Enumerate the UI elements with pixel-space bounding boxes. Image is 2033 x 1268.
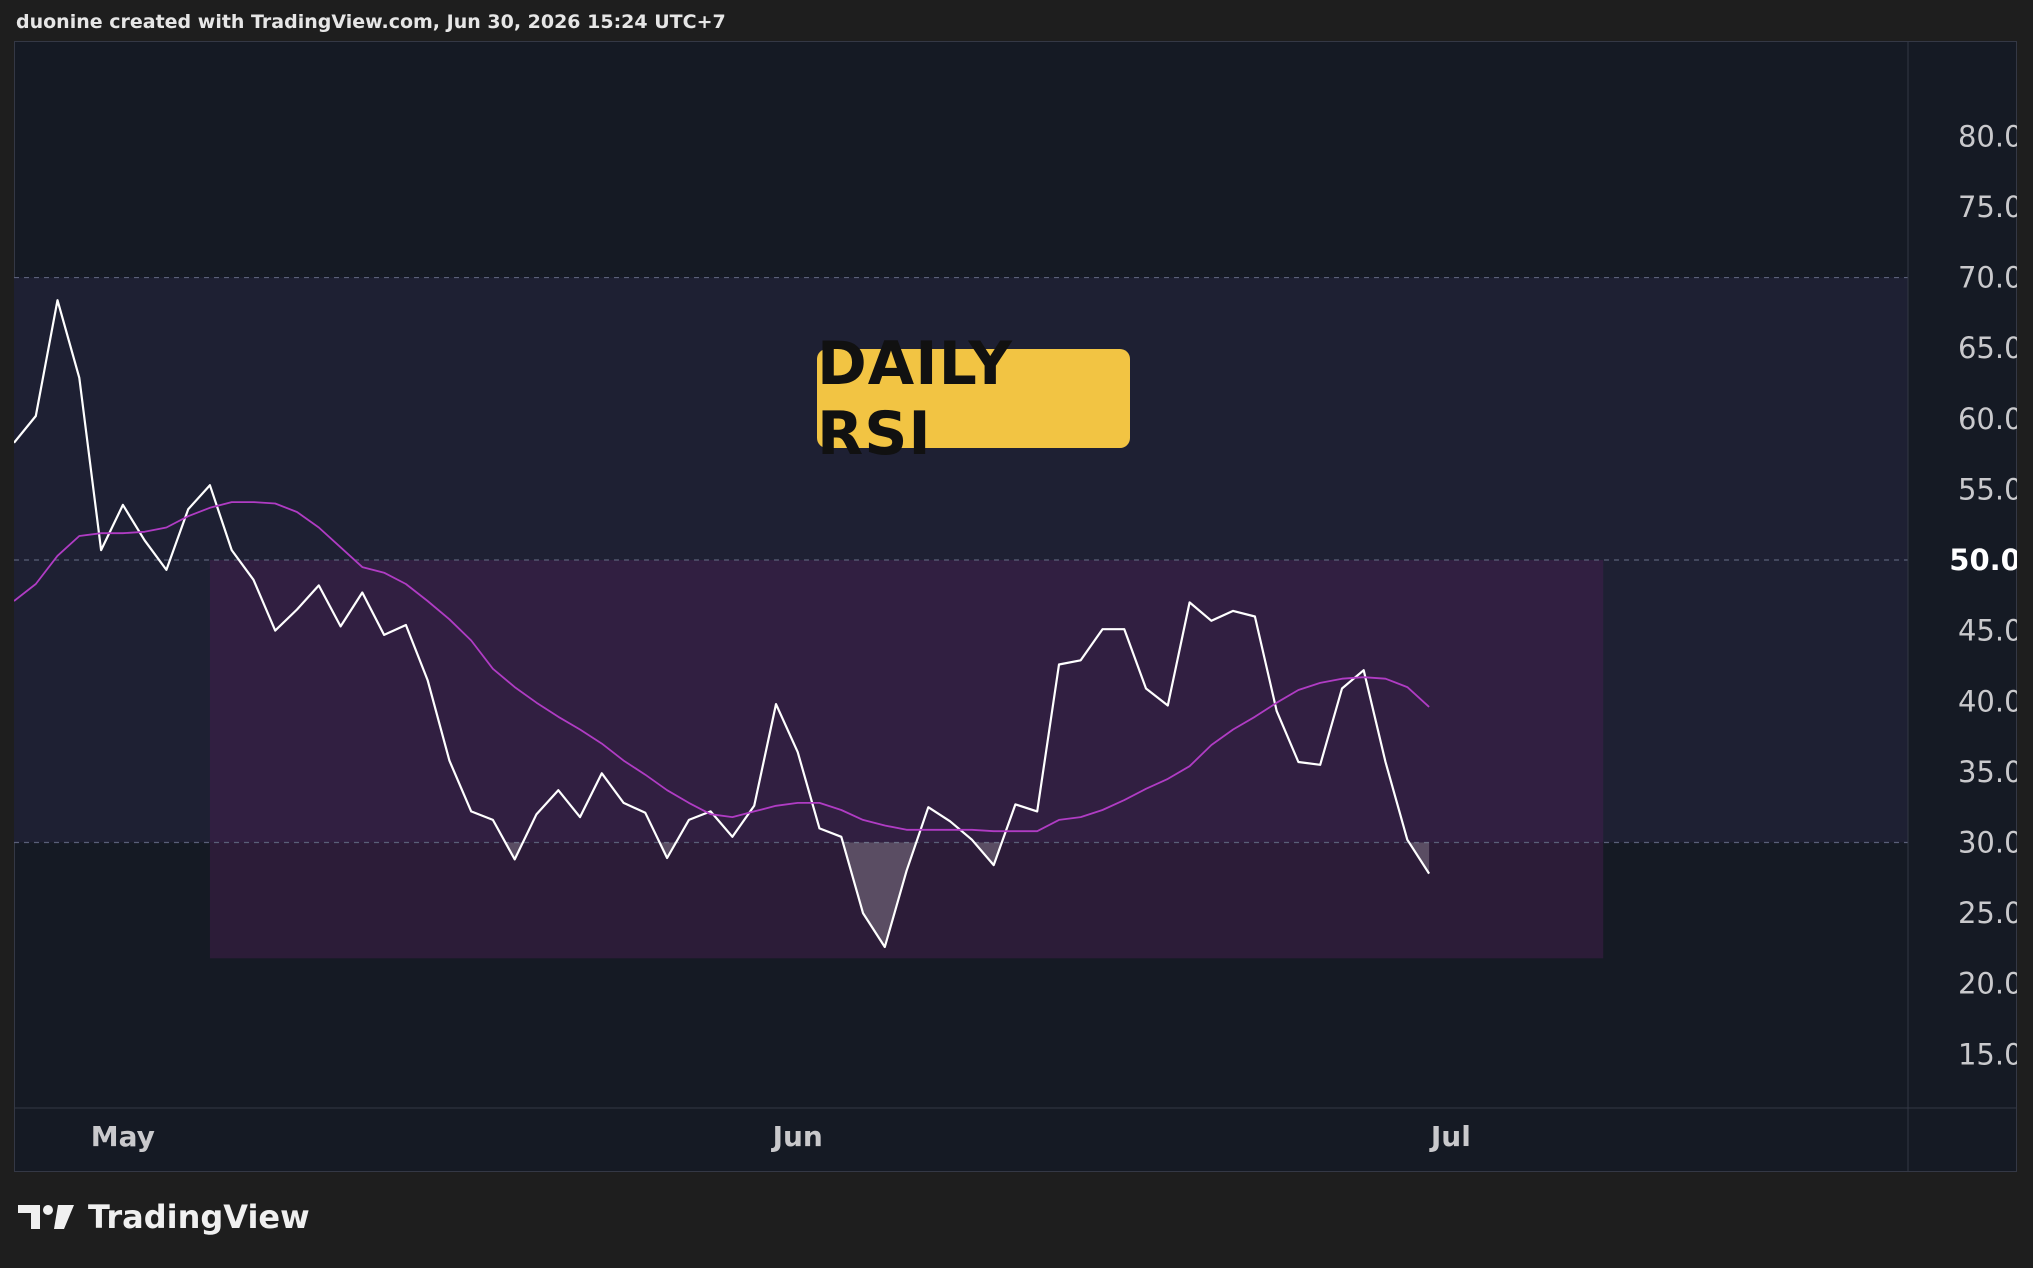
rsi-ma-line xyxy=(14,501,1430,833)
y-tick-label: 25.00 xyxy=(1958,896,2017,930)
x-tick-label: May xyxy=(91,1120,155,1153)
tradingview-logo[interactable]: TradingView xyxy=(18,1198,310,1236)
y-tick-label: 60.00 xyxy=(1958,402,2017,436)
tradingview-logo-text: TradingView xyxy=(88,1198,310,1236)
y-tick-label: 40.00 xyxy=(1958,684,2017,718)
x-axis-labels: May Jun Jul xyxy=(91,1120,1471,1153)
y-tick-label: 55.00 xyxy=(1958,472,2017,506)
x-tick-label: Jun xyxy=(771,1120,823,1153)
rsi-chart[interactable]: 80.00 75.00 70.00 65.00 60.00 55.00 50.00 45.00… xyxy=(14,41,2017,1172)
y-axis-labels: 80.00 75.00 70.00 65.00 60.00 55.00 50.00 45.00… xyxy=(1949,119,2017,1071)
y-tick-label: 65.00 xyxy=(1958,331,2017,365)
y-tick-label: 15.00 xyxy=(1958,1037,2017,1071)
x-tick-label: Jul xyxy=(1429,1120,1471,1153)
y-tick-label: 70.00 xyxy=(1958,261,2017,295)
y-tick-label: 80.00 xyxy=(1958,119,2017,153)
y-tick-label: 45.00 xyxy=(1958,614,2017,648)
y-tick-label: 30.00 xyxy=(1958,825,2017,859)
y-tick-label: 35.00 xyxy=(1958,755,2017,789)
chart-attribution: duonine created with TradingView.com, Ju… xyxy=(16,11,726,33)
tradingview-logo-icon xyxy=(18,1205,74,1229)
rsi-line xyxy=(14,299,1431,949)
y-tick-label: 75.00 xyxy=(1958,190,2017,224)
y-tick-label: 50.00 xyxy=(1949,543,2017,577)
y-tick-label: 20.00 xyxy=(1958,967,2017,1001)
highlight-zone xyxy=(209,560,1604,959)
chart-title-badge: DAILY RSI xyxy=(817,329,1130,469)
